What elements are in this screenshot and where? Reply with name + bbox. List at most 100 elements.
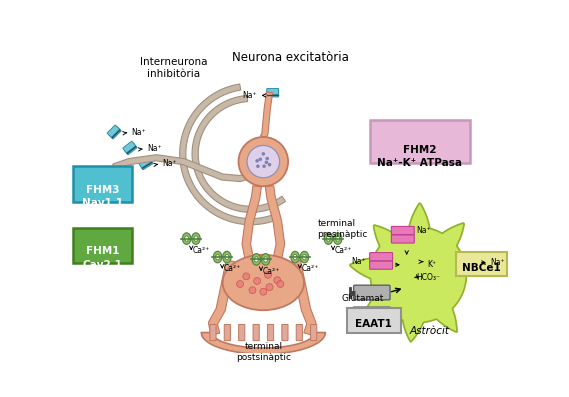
Ellipse shape: [213, 251, 222, 263]
FancyBboxPatch shape: [296, 324, 302, 341]
Ellipse shape: [185, 236, 188, 241]
FancyBboxPatch shape: [267, 324, 274, 341]
Text: NBCe1: NBCe1: [461, 263, 501, 273]
Circle shape: [238, 137, 288, 186]
Text: Ca²⁺: Ca²⁺: [335, 246, 352, 255]
Ellipse shape: [222, 255, 304, 310]
Ellipse shape: [222, 251, 231, 263]
Text: Ca²⁺: Ca²⁺: [262, 266, 280, 276]
FancyBboxPatch shape: [370, 120, 470, 163]
FancyBboxPatch shape: [391, 226, 414, 235]
FancyBboxPatch shape: [384, 307, 390, 324]
FancyBboxPatch shape: [238, 324, 245, 341]
Text: terminal
postsinàptic: terminal postsinàptic: [236, 342, 291, 362]
Circle shape: [265, 271, 271, 278]
Text: FHM1
Cav2.1: FHM1 Cav2.1: [83, 246, 123, 270]
Circle shape: [277, 281, 284, 287]
Text: Astròcit: Astròcit: [409, 326, 449, 336]
Ellipse shape: [182, 233, 191, 245]
Text: Na⁺: Na⁺: [490, 258, 505, 267]
Text: terminal
presinàptic: terminal presinàptic: [318, 219, 368, 239]
FancyBboxPatch shape: [109, 127, 121, 139]
FancyBboxPatch shape: [73, 228, 133, 263]
Polygon shape: [265, 186, 284, 260]
Polygon shape: [208, 260, 236, 335]
FancyBboxPatch shape: [378, 307, 384, 324]
FancyBboxPatch shape: [224, 324, 230, 341]
Polygon shape: [261, 92, 273, 138]
FancyBboxPatch shape: [124, 143, 137, 155]
Circle shape: [256, 164, 259, 168]
Text: Na⁺: Na⁺: [163, 160, 177, 168]
FancyBboxPatch shape: [347, 308, 401, 333]
Circle shape: [265, 161, 268, 164]
Circle shape: [243, 273, 250, 280]
FancyBboxPatch shape: [366, 307, 372, 324]
FancyBboxPatch shape: [107, 125, 119, 137]
Ellipse shape: [225, 254, 229, 260]
Circle shape: [255, 159, 259, 163]
FancyBboxPatch shape: [370, 261, 393, 269]
FancyBboxPatch shape: [267, 91, 278, 97]
FancyBboxPatch shape: [253, 324, 259, 341]
FancyBboxPatch shape: [210, 324, 216, 341]
Circle shape: [260, 288, 267, 295]
Circle shape: [247, 145, 279, 178]
Ellipse shape: [333, 233, 342, 245]
Text: K⁺: K⁺: [428, 260, 437, 269]
Circle shape: [249, 287, 256, 294]
Polygon shape: [113, 155, 265, 181]
Circle shape: [262, 152, 265, 156]
Polygon shape: [192, 96, 286, 212]
FancyBboxPatch shape: [456, 252, 506, 276]
FancyBboxPatch shape: [372, 307, 378, 324]
Text: Na⁺: Na⁺: [416, 226, 431, 235]
Text: Neurona excitatòria: Neurona excitatòria: [232, 52, 349, 64]
Circle shape: [274, 277, 281, 283]
Polygon shape: [350, 203, 488, 342]
Circle shape: [268, 163, 271, 166]
Ellipse shape: [293, 254, 297, 260]
FancyBboxPatch shape: [353, 307, 360, 324]
Text: Na⁺: Na⁺: [242, 91, 257, 100]
FancyBboxPatch shape: [311, 324, 317, 341]
Ellipse shape: [192, 233, 200, 245]
FancyBboxPatch shape: [360, 307, 366, 324]
Text: Glutamat: Glutamat: [341, 294, 384, 303]
Polygon shape: [291, 260, 316, 335]
Text: HCO₃⁻: HCO₃⁻: [416, 273, 440, 281]
FancyBboxPatch shape: [139, 157, 151, 168]
Ellipse shape: [254, 257, 258, 262]
Ellipse shape: [300, 251, 308, 263]
FancyBboxPatch shape: [391, 235, 414, 243]
FancyBboxPatch shape: [140, 158, 152, 170]
FancyBboxPatch shape: [456, 252, 479, 261]
FancyBboxPatch shape: [267, 89, 278, 94]
Ellipse shape: [327, 236, 331, 241]
Text: Ca²⁺: Ca²⁺: [302, 264, 319, 273]
Text: Na⁺: Na⁺: [147, 144, 162, 153]
Ellipse shape: [303, 254, 306, 260]
Circle shape: [237, 281, 244, 287]
Polygon shape: [201, 333, 325, 354]
Polygon shape: [180, 84, 277, 225]
Circle shape: [262, 164, 266, 168]
Text: FHM3
Nav1.1: FHM3 Nav1.1: [83, 185, 123, 208]
Circle shape: [266, 283, 273, 291]
Ellipse shape: [263, 257, 267, 262]
Ellipse shape: [291, 251, 299, 263]
Ellipse shape: [216, 254, 220, 260]
Text: EAAT1: EAAT1: [355, 320, 392, 330]
FancyBboxPatch shape: [353, 285, 390, 300]
Ellipse shape: [252, 254, 261, 265]
Text: FHM2
Na⁺-K⁺ ATPasa: FHM2 Na⁺-K⁺ ATPasa: [377, 145, 463, 168]
Ellipse shape: [336, 236, 340, 241]
FancyBboxPatch shape: [456, 261, 479, 269]
Circle shape: [265, 157, 269, 160]
Text: Na⁺: Na⁺: [131, 128, 146, 137]
Circle shape: [254, 278, 261, 284]
FancyBboxPatch shape: [123, 141, 135, 153]
Circle shape: [258, 158, 262, 161]
Text: Ca²⁺: Ca²⁺: [224, 264, 241, 273]
Text: Na⁺: Na⁺: [351, 257, 366, 266]
